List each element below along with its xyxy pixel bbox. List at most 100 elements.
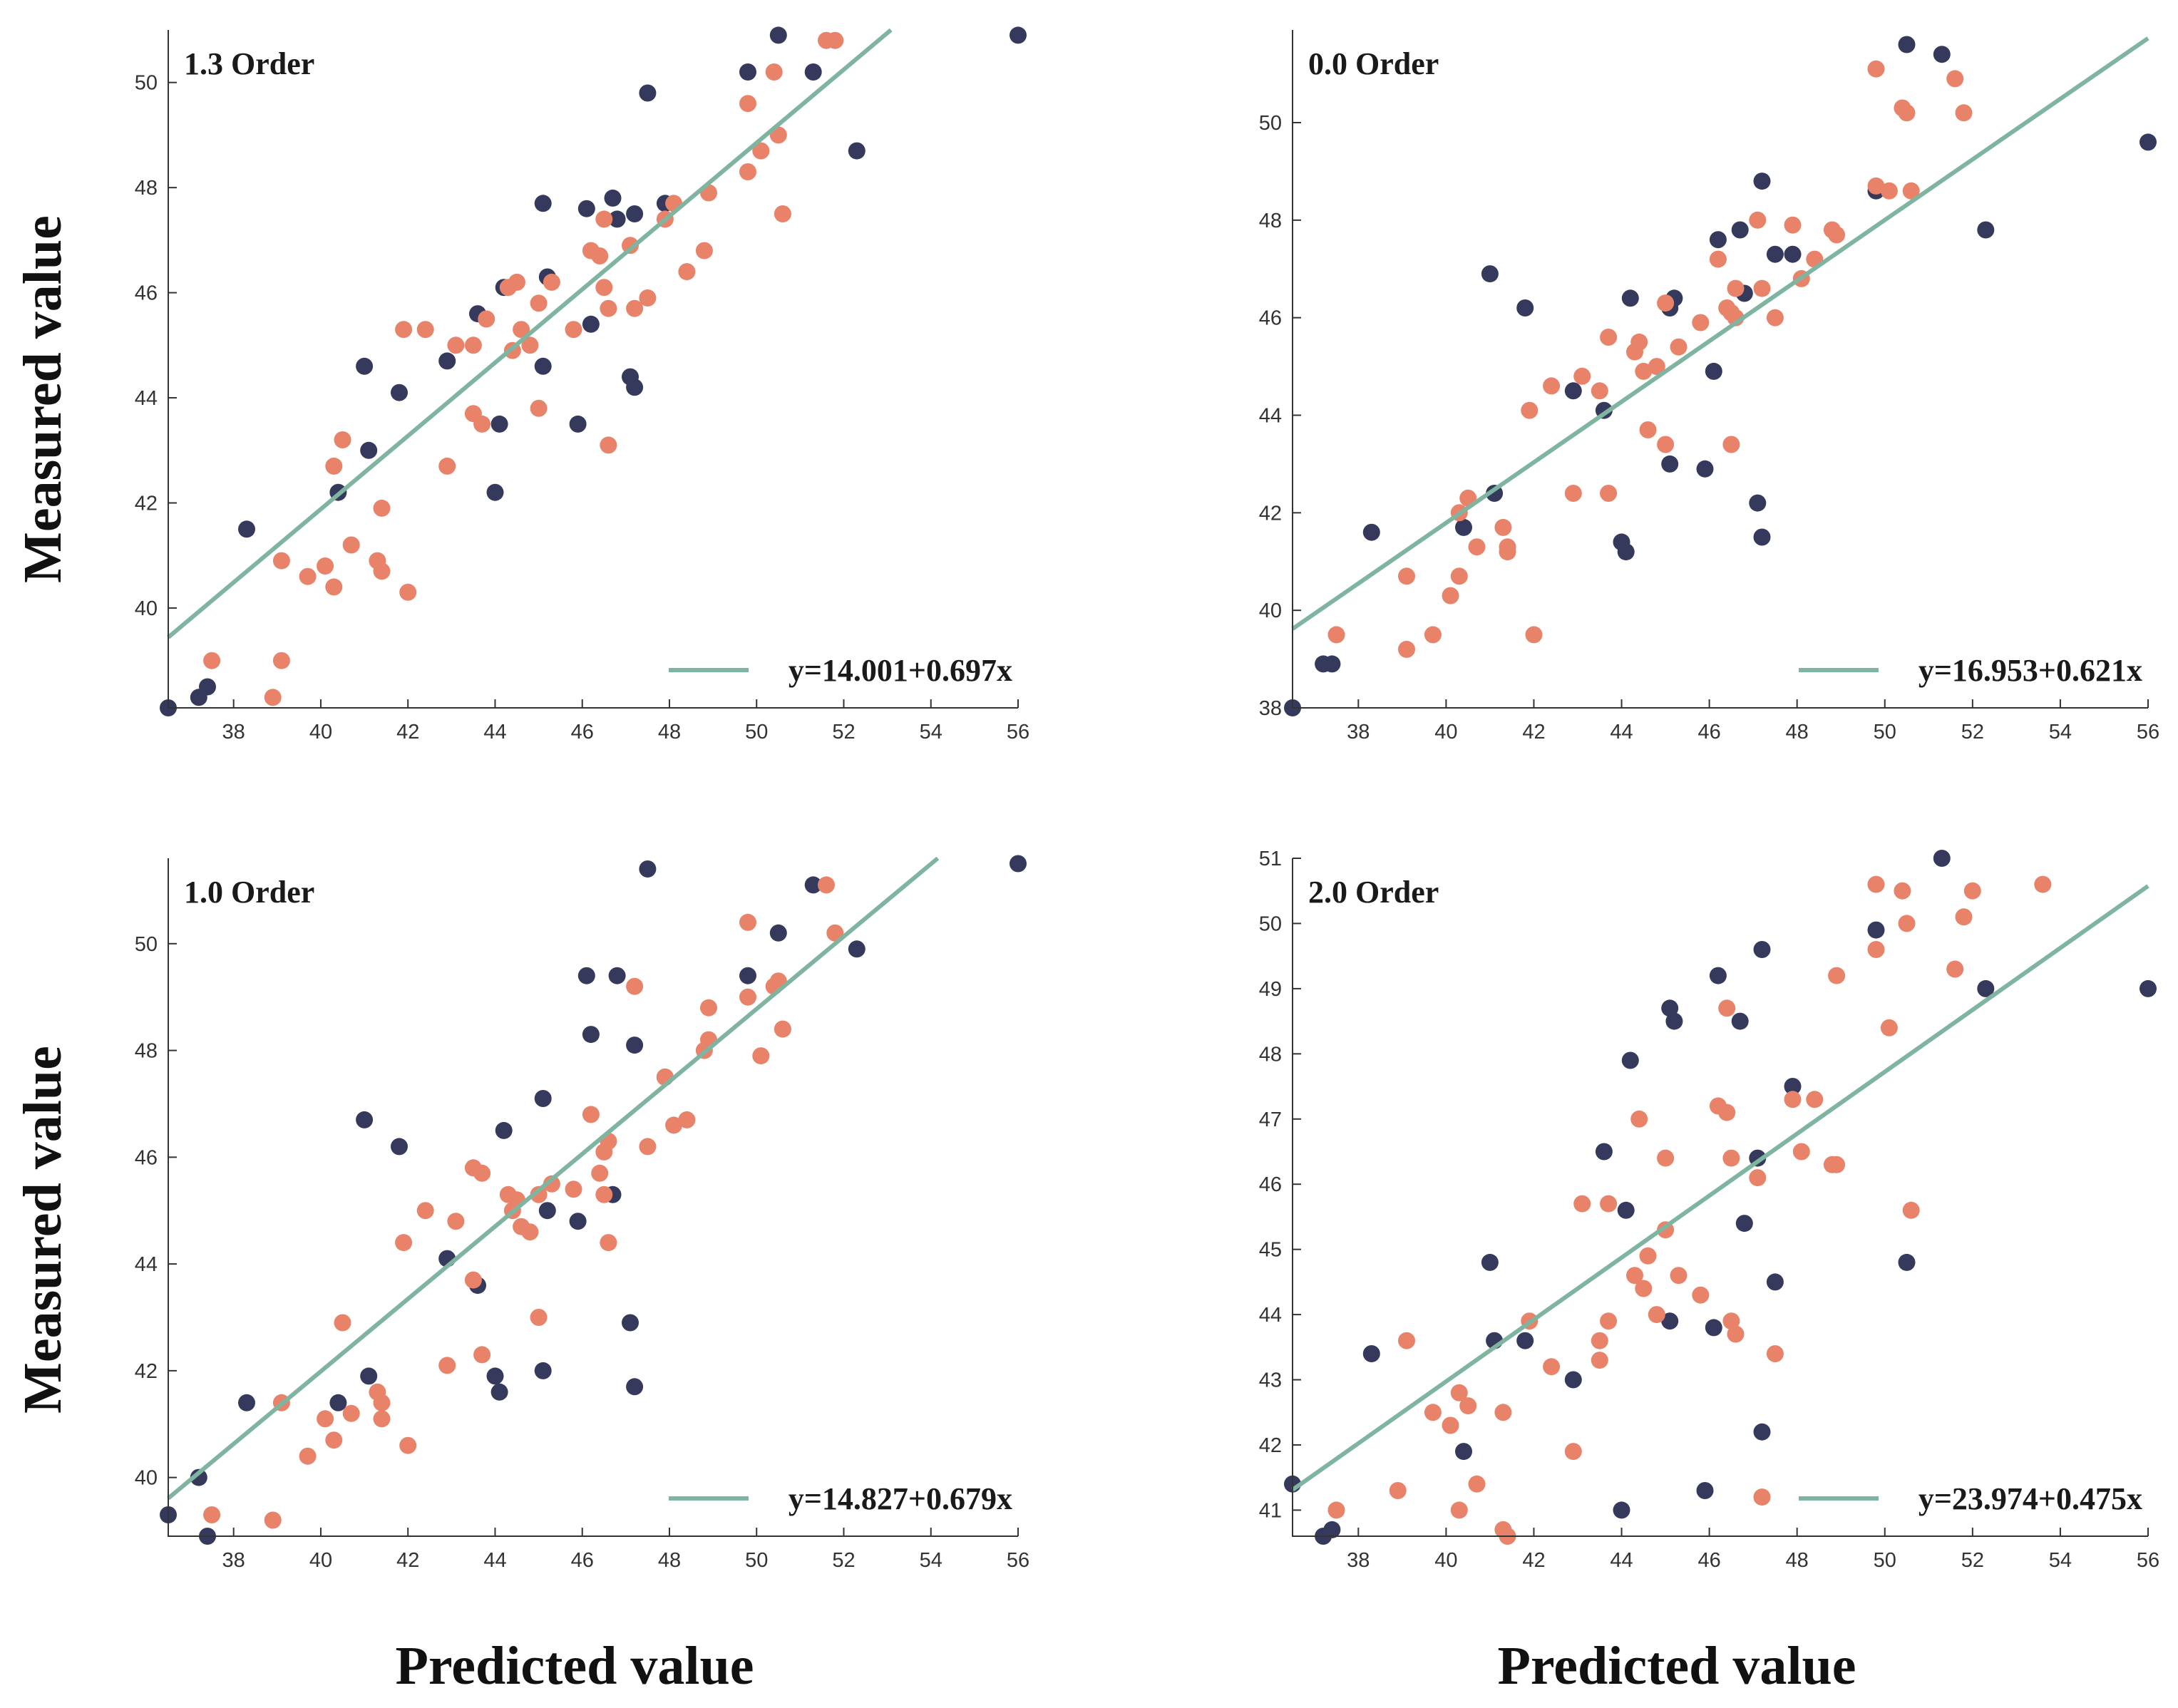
panel-1-3-order-x-ticks: 38 40 42 44 46 48 50 52 54 56: [222, 699, 1029, 744]
panel-1-3-order-orange-point-25: [513, 321, 530, 339]
panel-2-0-order-fit-line: [1291, 884, 2149, 1492]
panel-0-0-order-y-tick-label-38: 38: [1259, 697, 1282, 720]
panel-1-3-order-navy-point-7: [391, 384, 408, 401]
panel-1-0-order-navy-point-20: [608, 967, 626, 984]
panel-1-0-order-y-tick-label-46: 46: [135, 1146, 158, 1169]
panel-2-0-order-orange-point-28: [1692, 1286, 1710, 1304]
panel-2-0-order-orange-point-31: [1718, 1103, 1736, 1121]
panel-1-3-order-navy-point-13: [534, 357, 552, 375]
panel-2-0-order-navy-point-13: [1661, 1312, 1679, 1330]
panel-2-0-order-orange-point-33: [1722, 1312, 1740, 1330]
panel-0-0-order-fit-line: [1291, 36, 2149, 631]
panel-1-3-order-orange-point-13: [395, 321, 413, 339]
panel-1-0-order-y-tick-label-40: 40: [135, 1467, 158, 1490]
panel-0-0-order-orange-point-14: [1543, 377, 1561, 395]
panel-2-0-order-navy-point-20: [1735, 1215, 1753, 1233]
panel-1-3-order-orange-point-26: [521, 336, 539, 354]
panel-0-0-order-orange-point-37: [1766, 309, 1784, 326]
panel-2-0-order-points: [1284, 850, 2157, 1545]
panel-0-0-order-orange-point-1: [1398, 567, 1415, 585]
panel-2-0-order-orange-point-8: [1468, 1475, 1486, 1493]
panel-0-0-order-orange-point-9: [1494, 518, 1512, 536]
panel-2-0-order-y-tick-label-47: 47: [1259, 1108, 1282, 1131]
panel-2-0-order-orange-point-3: [1424, 1404, 1442, 1421]
panel-1-3-order-orange-point-34: [595, 210, 613, 228]
panel-0-0-order-orange-point-38: [1784, 216, 1802, 234]
panel-1-0-order-x-ticks: 38 40 42 44 46 48 50 52 54 56: [222, 1528, 1029, 1572]
panel-2-0-order-x-tick-label-44: 44: [1610, 1549, 1633, 1572]
panel-2-0-order-y-tick-label-46: 46: [1259, 1173, 1282, 1196]
panel-1-0-order-navy-point-13: [534, 1362, 552, 1379]
panel-2-0-order-orange-point-51: [1955, 908, 1973, 926]
panel-2-0-order-orange-point-49: [1902, 1201, 1920, 1219]
panel-1-3-order-orange-point-35: [600, 299, 617, 317]
panel-2-0-order-orange-point-48: [1898, 915, 1916, 932]
panel-0-0-order-navy-point-16: [1696, 460, 1714, 478]
panel-1-0-order-orange-point-4: [317, 1410, 334, 1428]
panel-1-0-order-orange-point-14: [438, 1357, 456, 1374]
panel-1-3-order-navy-point-18: [582, 315, 600, 333]
panel-2-0-order: 38 40 42 44 46 48 50 52 54 56 41 42 43 44 45 46 47 48 49 5…: [1259, 848, 2159, 1572]
panel-2-0-order-orange-point-35: [1749, 1169, 1767, 1187]
panel-1-0-order-orange-point-30: [591, 1164, 609, 1182]
panel-2-0-order-y-tick-label-44: 44: [1259, 1304, 1282, 1327]
panel-2-0-order-orange-point-42: [1828, 1156, 1846, 1173]
panel-1-0-order-navy-point-5: [360, 1367, 378, 1385]
panel-2-0-order-orange-point-30: [1718, 999, 1736, 1017]
panel-2-0-order-x-tick-label-46: 46: [1697, 1549, 1720, 1572]
panel-2-0-order-orange-point-5: [1450, 1501, 1468, 1519]
panel-1-3-order-x-tick-label-54: 54: [920, 721, 942, 744]
panel-1-3-order-orange-point-11: [373, 562, 391, 580]
panel-1-0-order-orange-point-31: [595, 1185, 613, 1203]
panel-0-0-order-navy-point-27: [1898, 36, 1916, 53]
x-axis-title-left: Predicted value: [395, 1636, 754, 1696]
panel-1-0-order-orange-point-0: [203, 1506, 221, 1523]
panel-2-0-order-orange-point-37: [1766, 1345, 1784, 1362]
panel-0-0-order-x-tick-label-38: 38: [1347, 721, 1370, 744]
panel-2-0-order-orange-point-45: [1867, 875, 1885, 893]
panel-0-0-order-navy-point-29: [1977, 221, 1995, 239]
panel-1-0-order-orange-point-19: [473, 1346, 491, 1364]
panel-0-0-order-navy-point-3: [1362, 523, 1380, 541]
panel-2-0-order-y-tick-label-51: 51: [1259, 848, 1282, 870]
panel-1-0-order-x-tick-label-48: 48: [658, 1549, 681, 1572]
panel-2-0-order-x-tick-label-38: 38: [1347, 1549, 1370, 1572]
panel-0-0-order-equation: y=16.953+0.621x: [1918, 653, 2142, 688]
panel-2-0-order-navy-point-26: [1867, 921, 1885, 939]
panel-1-3-order-orange-point-43: [695, 242, 713, 259]
panel-1-0-order-navy-point-24: [639, 860, 657, 878]
panel-1-3-order-navy-point-30: [1010, 26, 1027, 44]
panel-1-0-order-navy-point-3: [238, 1394, 255, 1411]
panel-2-0-order-orange-point-19: [1600, 1312, 1618, 1330]
panel-2-0-order-orange-point-22: [1635, 1280, 1653, 1297]
panel-2-0-order-orange-point-13: [1543, 1358, 1561, 1376]
panel-0-0-order-orange-point-49: [1946, 70, 1964, 88]
panel-0-0-order-orange-point-47: [1898, 104, 1916, 122]
panel-0-0-order-y-tick-label-42: 42: [1259, 502, 1282, 525]
panel-2-0-order-equation: y=23.974+0.475x: [1918, 1481, 2142, 1516]
panel-1-3-order-orange-point-36: [600, 436, 617, 454]
panel-1-0-order: 38 40 42 44 46 48 50 52 54 56 40 42 44 46 48 50 1.0 Or…: [135, 855, 1029, 1572]
panel-1-0-order-y-tick-label-48: 48: [135, 1040, 158, 1063]
panel-1-3-order-y-tick-label-40: 40: [135, 597, 158, 620]
panel-2-0-order-orange-point-40: [1806, 1091, 1824, 1108]
panel-1-3-order-orange-point-29: [543, 273, 560, 291]
panel-0-0-order-orange-point-15: [1564, 485, 1582, 502]
panel-2-0-order-orange-point-1: [1389, 1482, 1407, 1499]
panel-1-0-order-orange-point-25: [530, 1185, 548, 1203]
panel-1-3-order-orange-point-42: [678, 263, 696, 281]
panel-1-3-order-navy-point-2: [199, 678, 216, 696]
panel-0-0-order-orange-point-43: [1867, 177, 1885, 195]
panel-1-3-order-equation: y=14.001+0.697x: [789, 653, 1012, 688]
panel-1-3-order-orange-point-3: [272, 552, 290, 570]
panel-2-0-order-orange-point-44: [1867, 941, 1885, 958]
panel-2-0-order-y-ticks: 41 42 43 44 45 46 47 48 49 50 51: [1259, 848, 1301, 1522]
panel-0-0-order-navy-point-6: [1481, 265, 1499, 283]
panel-1-0-order-navy-point-15: [538, 1202, 556, 1220]
panel-1-3-order-y-tick-label-48: 48: [135, 177, 158, 200]
panel-2-0-order-navy-point-8: [1564, 1371, 1582, 1389]
panel-0-0-order-x-tick-label-44: 44: [1610, 721, 1633, 744]
panel-0-0-order: 38 40 42 44 46 48 50 52 54 56 38 40 42 44 46 48 50 0.0 …: [1259, 30, 2159, 744]
panel-1-3-order-orange-point-27: [530, 294, 548, 312]
panel-0-0-order-orange-point-35: [1749, 211, 1767, 229]
